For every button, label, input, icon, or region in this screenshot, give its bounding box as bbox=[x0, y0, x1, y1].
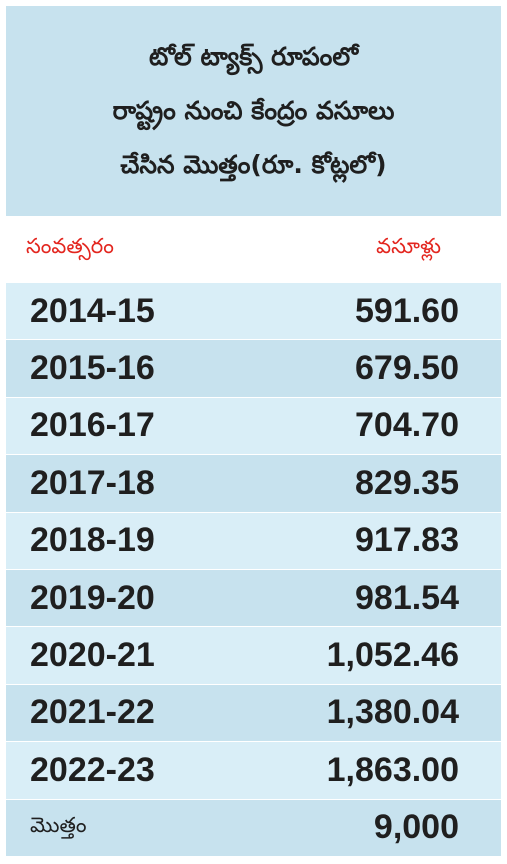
amount-cell: 981.54 bbox=[355, 578, 459, 617]
table-row: 2015-16 679.50 bbox=[6, 339, 501, 397]
table-row: 2014-15 591.60 bbox=[6, 282, 501, 340]
total-label: మొత్తం bbox=[30, 812, 87, 837]
header-year: సంవత్సరం bbox=[26, 234, 114, 258]
year-cell: 2019-20 bbox=[30, 578, 155, 617]
amount-cell: 591.60 bbox=[355, 291, 459, 330]
year-cell: 2021-22 bbox=[30, 693, 155, 732]
amount-cell: 1,863.00 bbox=[326, 750, 459, 789]
table-row: 2021-22 1,380.04 bbox=[6, 683, 501, 742]
title-line-2: రాష్ట్రం నుంచి కేంద్రం వసూలు bbox=[112, 96, 395, 125]
amount-cell: 917.83 bbox=[355, 521, 459, 560]
table-row: 2020-21 1,052.46 bbox=[6, 626, 501, 684]
table-row: 2017-18 829.35 bbox=[6, 454, 501, 512]
year-cell: 2015-16 bbox=[30, 349, 155, 388]
year-cell: 2018-19 bbox=[30, 521, 155, 560]
title-line-3: చేసిన మొత్తం(రూ. కోట్లలో) bbox=[120, 150, 387, 179]
table-figure: టోల్ ట్యాక్స్ రూపంలో రాష్ట్రం నుంచి కేంద… bbox=[6, 6, 501, 858]
year-cell: 2014-15 bbox=[30, 291, 155, 330]
title-line-1: టోల్ ట్యాక్స్ రూపంలో bbox=[148, 42, 359, 71]
total-row: మొత్తం 9,000 bbox=[6, 798, 501, 856]
table-row: 2022-23 1,863.00 bbox=[6, 741, 501, 799]
table-body: 2014-15 591.60 2015-16 679.50 2016-17 704.70 2… bbox=[6, 282, 501, 856]
table-row: 2018-19 917.83 bbox=[6, 511, 501, 569]
year-cell: 2016-17 bbox=[30, 406, 155, 445]
amount-cell: 829.35 bbox=[355, 463, 459, 502]
year-cell: 2022-23 bbox=[30, 750, 155, 789]
year-cell: 2020-21 bbox=[30, 636, 155, 675]
table-row: 2016-17 704.70 bbox=[6, 396, 501, 455]
header-amount: వసూళ్లు bbox=[376, 234, 441, 258]
title-box: టోల్ ట్యాక్స్ రూపంలో రాష్ట్రం నుంచి కేంద… bbox=[6, 6, 501, 216]
total-amount: 9,000 bbox=[373, 808, 459, 847]
year-cell: 2017-18 bbox=[30, 463, 155, 502]
amount-cell: 679.50 bbox=[355, 349, 459, 388]
table-row: 2019-20 981.54 bbox=[6, 568, 501, 627]
amount-cell: 704.70 bbox=[355, 406, 459, 445]
amount-cell: 1,380.04 bbox=[326, 693, 459, 732]
amount-cell: 1,052.46 bbox=[326, 636, 459, 675]
header-row: సంవత్సరం వసూళ్లు bbox=[6, 228, 501, 280]
